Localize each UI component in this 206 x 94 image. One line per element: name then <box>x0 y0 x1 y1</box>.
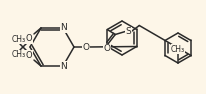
Text: O: O <box>26 51 32 60</box>
Text: CH₃: CH₃ <box>12 35 26 44</box>
Text: N: N <box>60 23 67 32</box>
Text: N: N <box>60 62 67 71</box>
Text: O: O <box>26 34 32 43</box>
Text: S: S <box>125 27 131 36</box>
Text: CH₃: CH₃ <box>12 50 26 59</box>
Text: CH₃: CH₃ <box>170 44 184 53</box>
Text: O: O <box>82 42 89 52</box>
Text: O: O <box>103 44 110 53</box>
